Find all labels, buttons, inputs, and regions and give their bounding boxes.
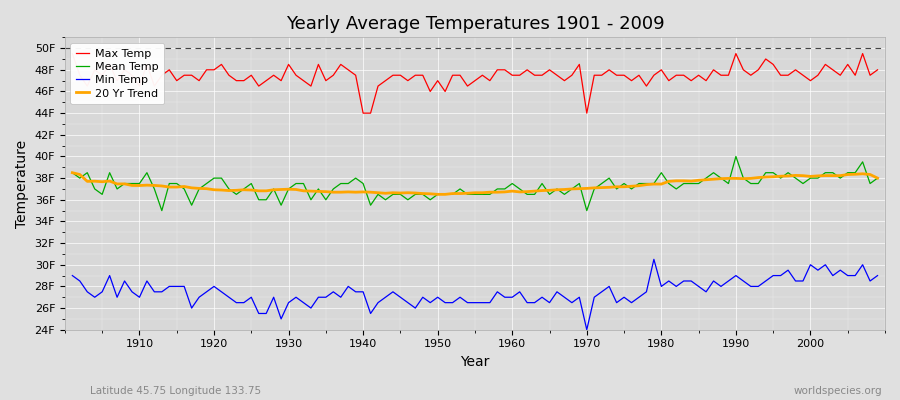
Max Temp	[67, 51, 77, 56]
Text: worldspecies.org: worldspecies.org	[794, 386, 882, 396]
Y-axis label: Temperature: Temperature	[15, 140, 29, 228]
Legend: Max Temp, Mean Temp, Min Temp, 20 Yr Trend: Max Temp, Mean Temp, Min Temp, 20 Yr Tre…	[70, 43, 164, 104]
Min Temp	[649, 257, 660, 262]
Min Temp	[67, 273, 77, 278]
Min Temp	[500, 295, 510, 300]
Title: Yearly Average Temperatures 1901 - 2009: Yearly Average Temperatures 1901 - 2009	[285, 15, 664, 33]
Mean Temp	[298, 181, 309, 186]
20 Yr Trend	[336, 190, 346, 194]
20 Yr Trend	[507, 189, 517, 194]
Mean Temp	[514, 186, 525, 191]
Mean Temp	[67, 170, 77, 175]
Text: Latitude 45.75 Longitude 133.75: Latitude 45.75 Longitude 133.75	[90, 386, 261, 396]
Mean Temp	[872, 176, 883, 180]
Line: 20 Yr Trend: 20 Yr Trend	[72, 173, 878, 194]
20 Yr Trend	[127, 183, 138, 188]
Min Temp	[336, 295, 346, 300]
Min Temp	[507, 295, 517, 300]
Min Temp	[127, 290, 138, 294]
Max Temp	[507, 73, 517, 78]
20 Yr Trend	[291, 187, 302, 192]
Max Temp	[872, 68, 883, 72]
Min Temp	[872, 273, 883, 278]
Line: Min Temp: Min Temp	[72, 259, 878, 330]
Mean Temp	[157, 208, 167, 213]
Max Temp	[127, 73, 138, 78]
Line: Max Temp: Max Temp	[72, 54, 878, 113]
20 Yr Trend	[872, 176, 883, 180]
Min Temp	[604, 284, 615, 289]
Line: Mean Temp: Mean Temp	[72, 156, 878, 211]
Mean Temp	[604, 176, 615, 180]
Max Temp	[514, 73, 525, 78]
20 Yr Trend	[514, 190, 525, 194]
Max Temp	[357, 111, 368, 116]
Max Temp	[291, 73, 302, 78]
X-axis label: Year: Year	[460, 355, 490, 369]
Max Temp	[604, 68, 615, 72]
Mean Temp	[127, 181, 138, 186]
Min Temp	[291, 295, 302, 300]
Mean Temp	[731, 154, 742, 159]
Min Temp	[581, 327, 592, 332]
20 Yr Trend	[67, 170, 77, 175]
Mean Temp	[343, 181, 354, 186]
20 Yr Trend	[604, 185, 615, 190]
Mean Temp	[507, 181, 517, 186]
20 Yr Trend	[432, 192, 443, 197]
Max Temp	[336, 62, 346, 67]
